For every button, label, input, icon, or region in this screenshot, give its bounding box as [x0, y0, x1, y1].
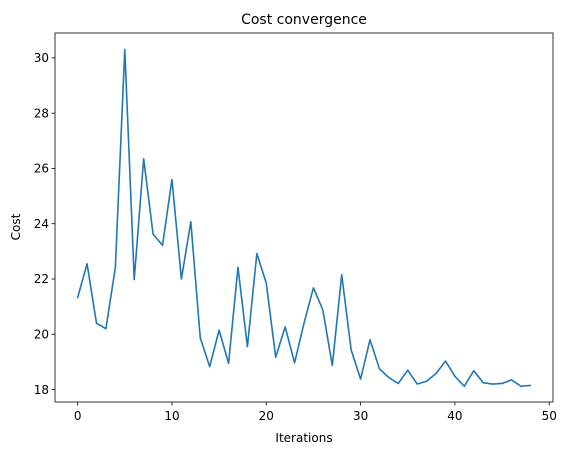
y-tick-label: 20 [34, 327, 49, 341]
cost-series-line [76, 48, 532, 388]
x-tick-label: 10 [164, 409, 179, 423]
y-tick-label: 26 [34, 162, 49, 176]
x-tick-label: 30 [353, 409, 368, 423]
x-axis-ticks: 0 10 20 30 40 50 [74, 402, 557, 423]
chart-title: Cost convergence [241, 12, 367, 28]
y-tick-label: 22 [34, 272, 49, 286]
x-tick-label: 50 [542, 409, 557, 423]
y-tick-label: 28 [34, 106, 49, 120]
plot-area-frame [54, 32, 554, 403]
x-tick-label: 0 [74, 409, 82, 423]
y-tick-label: 18 [34, 383, 49, 397]
y-tick-label: 24 [34, 217, 49, 231]
x-tick-label: 40 [447, 409, 462, 423]
x-tick-label: 20 [259, 409, 274, 423]
y-axis-ticks: 18 20 22 24 26 28 30 [34, 51, 55, 397]
y-axis-label: Cost [9, 213, 23, 240]
y-tick-label: 30 [34, 51, 49, 65]
x-axis-label: Iterations [275, 431, 332, 445]
